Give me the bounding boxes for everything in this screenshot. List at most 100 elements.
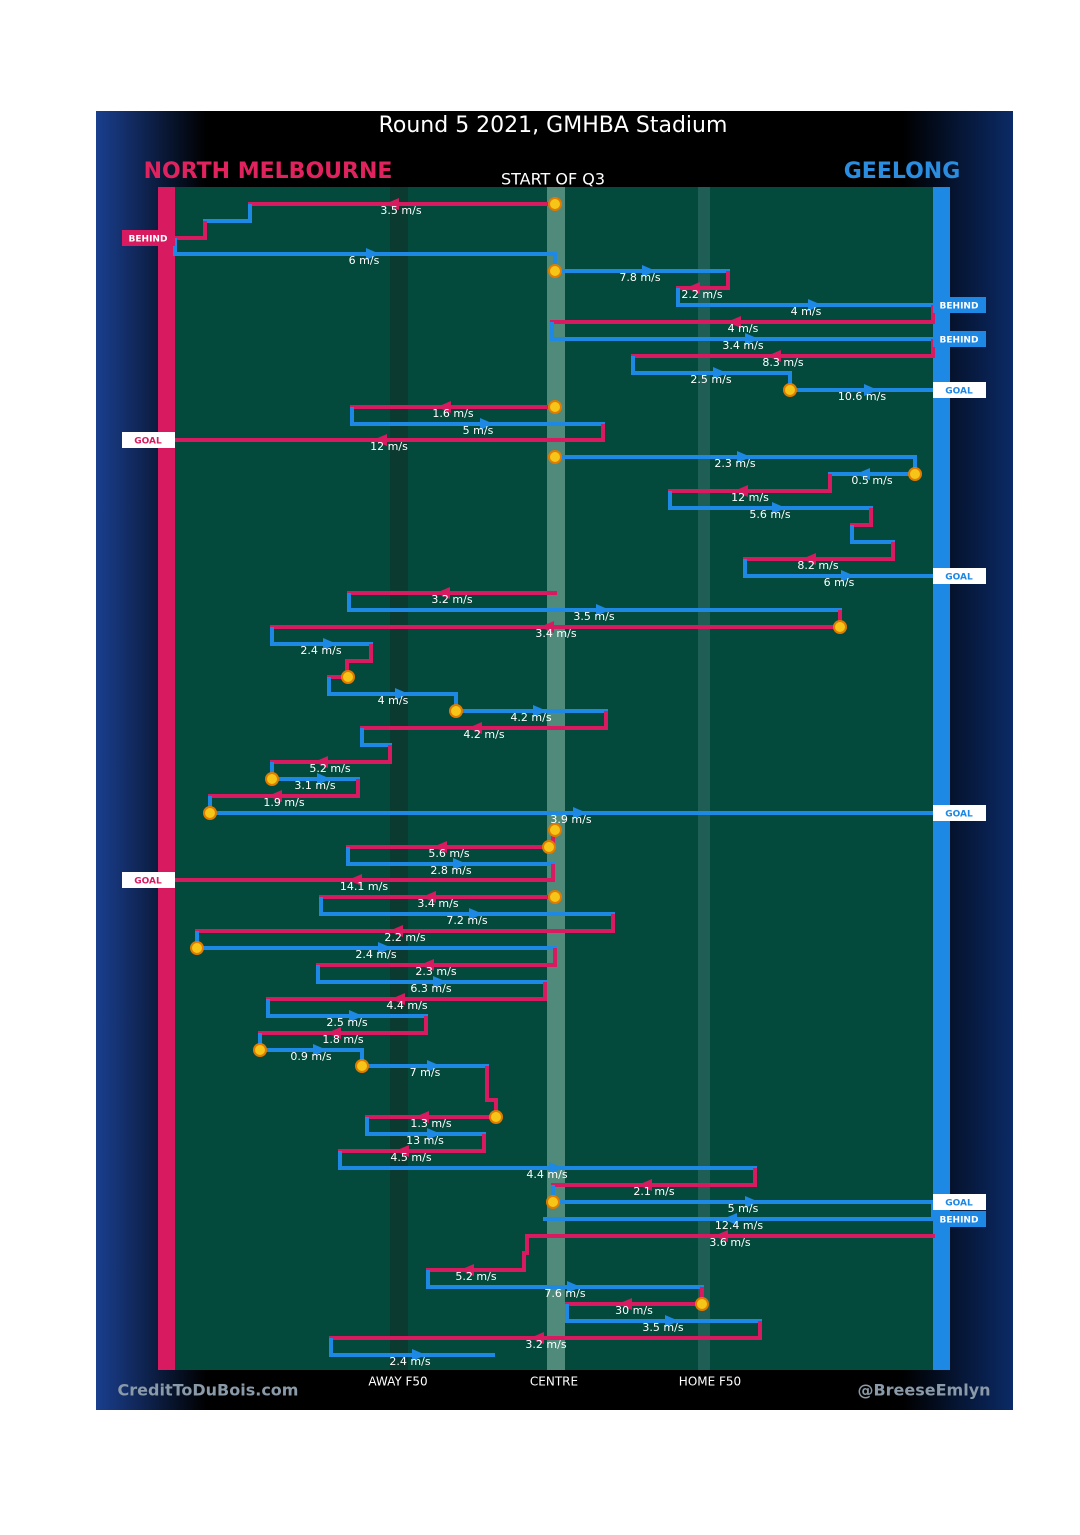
arrow	[549, 1162, 563, 1174]
arrow	[856, 468, 870, 480]
title: Round 5 2021, GMHBA Stadium	[379, 113, 728, 138]
arrow	[530, 1332, 544, 1344]
arrow	[389, 925, 403, 937]
speed-label: 8.3 m/s	[762, 356, 803, 369]
arrow	[665, 1315, 679, 1327]
arrow	[841, 570, 855, 582]
period: START OF Q3	[501, 170, 605, 189]
speed-label: 2.3 m/s	[415, 965, 456, 978]
speed-label: 2.2 m/s	[681, 288, 722, 301]
arrow	[469, 908, 483, 920]
outcome-tag	[122, 230, 175, 246]
speed-label: 14.1 m/s	[340, 880, 388, 893]
speed-label: 6.3 m/s	[410, 982, 451, 995]
arrow	[460, 1264, 474, 1276]
speed-label: 3.4 m/s	[535, 627, 576, 640]
speed-label: 2.4 m/s	[355, 948, 396, 961]
arrow	[480, 418, 494, 430]
outcome-label: BEHIND	[940, 302, 979, 312]
stoppage	[548, 400, 562, 414]
stoppage	[548, 450, 562, 464]
arrow	[864, 384, 878, 396]
arrow	[314, 756, 328, 768]
outcome-label: GOAL	[945, 1199, 973, 1209]
stoppage	[265, 772, 279, 786]
arrow	[427, 1128, 441, 1140]
arrow	[745, 333, 759, 345]
speed-label: 6 m/s	[824, 576, 855, 589]
arrow	[378, 942, 392, 954]
away-f50-line	[390, 187, 408, 1370]
arrow	[422, 891, 436, 903]
stoppage	[253, 1043, 267, 1057]
stoppage	[542, 840, 556, 854]
speed-label: 1.6 m/s	[432, 407, 473, 420]
right-goal-bar	[933, 187, 950, 1370]
centre-line	[547, 187, 565, 1370]
speed-label: 5.6 m/s	[428, 847, 469, 860]
speed-label: 4.2 m/s	[463, 728, 504, 741]
speed-label: 2.5 m/s	[690, 373, 731, 386]
arrow	[767, 350, 781, 362]
arrow	[436, 587, 450, 599]
speed-label: 4 m/s	[728, 322, 759, 335]
outcome-label: BEHIND	[129, 235, 168, 245]
arrow	[317, 773, 331, 785]
stoppage	[489, 1110, 503, 1124]
arrow	[714, 1230, 728, 1242]
outcome-tag	[933, 805, 986, 821]
speed-label: 0.9 m/s	[290, 1050, 331, 1063]
outcome-tag	[933, 568, 986, 584]
speed-label: 5 m/s	[463, 424, 494, 437]
speed-label: 4 m/s	[791, 305, 822, 318]
speed-label: 1.9 m/s	[263, 796, 304, 809]
stoppage	[548, 823, 562, 837]
speed-label: 2.1 m/s	[633, 1185, 674, 1198]
outcome-label: BEHIND	[940, 336, 979, 346]
arrow	[366, 248, 380, 260]
home-f50-line	[698, 187, 710, 1370]
speed-label: 12.4 m/s	[715, 1219, 763, 1232]
speed-label: 5.2 m/s	[309, 762, 350, 775]
speed-label: 7 m/s	[410, 1066, 441, 1079]
field-mark: HOME F50	[679, 1375, 741, 1389]
stoppage	[355, 1059, 369, 1073]
speed-label: 3.4 m/s	[722, 339, 763, 352]
arrow	[427, 1060, 441, 1072]
arrow	[323, 638, 337, 650]
arrow	[313, 1044, 327, 1056]
left-goal-bar	[158, 187, 175, 1370]
arrow	[734, 485, 748, 497]
arrow	[727, 316, 741, 328]
speed-label: 0.5 m/s	[851, 474, 892, 487]
credit: @BreeseEmlyn	[857, 1381, 990, 1400]
arrow	[391, 993, 405, 1005]
stoppage	[908, 467, 922, 481]
arrow	[772, 502, 786, 514]
outcome-label: GOAL	[134, 437, 162, 447]
stoppage	[341, 670, 355, 684]
stoppage	[190, 941, 204, 955]
arrow	[453, 858, 467, 870]
arrow	[567, 1281, 581, 1293]
stoppage	[548, 264, 562, 278]
team-left: NORTH MELBOURNE	[144, 159, 393, 184]
arrow	[540, 621, 554, 633]
speed-label: 4.4 m/s	[526, 1168, 567, 1181]
arrow	[327, 1027, 341, 1039]
arrow	[433, 976, 447, 988]
speed-label: 4 m/s	[378, 694, 409, 707]
arrow	[420, 959, 434, 971]
outcome-tag	[933, 331, 986, 347]
outcome-label: BEHIND	[940, 1216, 979, 1226]
stoppage	[833, 620, 847, 634]
arrow	[437, 401, 451, 413]
speed-label: 3.4 m/s	[417, 897, 458, 910]
speed-label: 4.2 m/s	[510, 711, 551, 724]
speed-label: 2.3 m/s	[714, 457, 755, 470]
field-mark: CENTRE	[530, 1375, 578, 1389]
arrow	[412, 1349, 426, 1361]
arrow	[468, 722, 482, 734]
stoppage	[449, 704, 463, 718]
arrow	[802, 553, 816, 565]
